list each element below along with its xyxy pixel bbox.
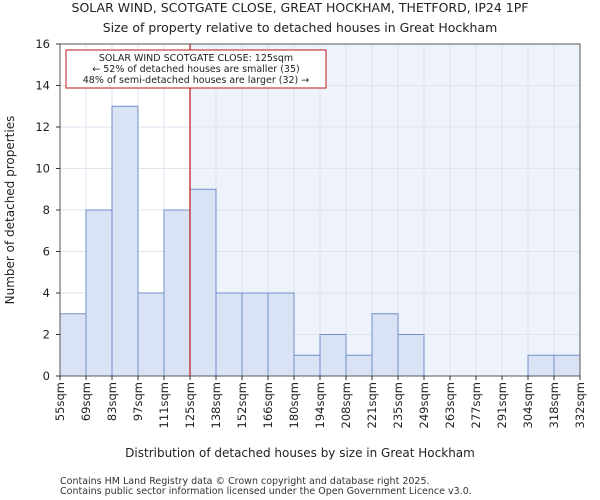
x-tick-label-166sqm: 166sqm — [261, 382, 275, 428]
annotation-line-2: ← 52% of detached houses are smaller (35… — [92, 64, 299, 75]
footer-line-2: Contains public sector information licen… — [60, 486, 472, 497]
y-tick-label: 10 — [35, 162, 50, 176]
annotation-box: SOLAR WIND SCOTGATE CLOSE: 125sqm ← 52% … — [65, 49, 327, 89]
y-tick-label: 4 — [43, 286, 50, 300]
x-tick-label-332sqm: 332sqm — [573, 382, 587, 428]
x-axis-label: Distribution of detached houses by size … — [125, 446, 475, 460]
annotation-border — [65, 49, 327, 89]
x-tick-label-221sqm: 221sqm — [365, 382, 379, 428]
bar-55sqm — [59, 313, 87, 377]
x-axis-ticks: 55sqm 69sqm 83sqm 97sqm 111sqm 125sqm 138sqm 15… — [53, 376, 587, 428]
bar-318sqm — [553, 354, 581, 377]
bar-69sqm — [85, 209, 113, 377]
x-tick-label-194sqm: 194sqm — [313, 382, 327, 428]
x-tick-label-235sqm: 235sqm — [391, 382, 405, 428]
chart-title: SOLAR WIND, SCOTGATE CLOSE, GREAT HOCKHA… — [72, 0, 529, 15]
bar-235sqm — [397, 334, 425, 377]
bar-138sqm — [215, 292, 243, 377]
x-tick-label-180sqm: 180sqm — [287, 382, 301, 428]
bar-97sqm — [137, 292, 165, 377]
x-tick-label-83sqm: 83sqm — [105, 382, 119, 421]
y-axis-label: Number of detached properties — [3, 116, 17, 305]
x-tick-label-69sqm: 69sqm — [79, 382, 93, 421]
bar-166sqm — [267, 292, 295, 377]
chart-subtitle: Size of property relative to detached ho… — [103, 20, 498, 35]
bar-304sqm — [527, 354, 555, 377]
x-tick-label-249sqm: 249sqm — [417, 382, 431, 428]
bar-194sqm — [319, 334, 347, 377]
bar-111sqm — [163, 209, 191, 377]
x-tick-label-138sqm: 138sqm — [209, 382, 223, 428]
bar-221sqm — [371, 313, 399, 377]
x-tick-label-125sqm: 125sqm — [183, 382, 197, 428]
x-tick-label-277sqm: 277sqm — [469, 382, 483, 428]
x-tick-label-97sqm: 97sqm — [131, 382, 145, 421]
y-tick-label: 6 — [43, 245, 50, 259]
y-tick-label: 12 — [35, 120, 50, 134]
bar-83sqm — [111, 105, 139, 377]
bars — [59, 105, 581, 377]
x-tick-label-55sqm: 55sqm — [53, 382, 67, 421]
footer-line-1: Contains HM Land Registry data © Crown c… — [60, 476, 430, 487]
y-tick-label: 0 — [43, 369, 50, 383]
x-tick-label-304sqm: 304sqm — [521, 382, 535, 428]
x-tick-label-291sqm: 291sqm — [495, 382, 509, 428]
bar-152sqm — [241, 292, 269, 377]
y-tick-label: 2 — [43, 328, 50, 342]
y-tick-label: 8 — [43, 203, 50, 217]
y-axis-ticks: 0 2 4 6 8 10 12 14 16 — [35, 37, 60, 383]
bar-180sqm — [293, 354, 321, 377]
y-tick-label: 14 — [35, 79, 50, 93]
bar-125sqm — [189, 188, 217, 377]
x-tick-label-111sqm: 111sqm — [157, 382, 171, 428]
x-tick-label-318sqm: 318sqm — [547, 382, 561, 428]
x-tick-label-152sqm: 152sqm — [235, 382, 249, 428]
y-tick-label: 16 — [35, 37, 50, 51]
annotation-line-1: SOLAR WIND SCOTGATE CLOSE: 125sqm — [99, 53, 293, 64]
x-tick-label-208sqm: 208sqm — [339, 382, 353, 428]
x-tick-label-263sqm: 263sqm — [443, 382, 457, 428]
annotation-line-3: 48% of semi-detached houses are larger (… — [83, 75, 310, 86]
bar-208sqm — [345, 354, 373, 377]
